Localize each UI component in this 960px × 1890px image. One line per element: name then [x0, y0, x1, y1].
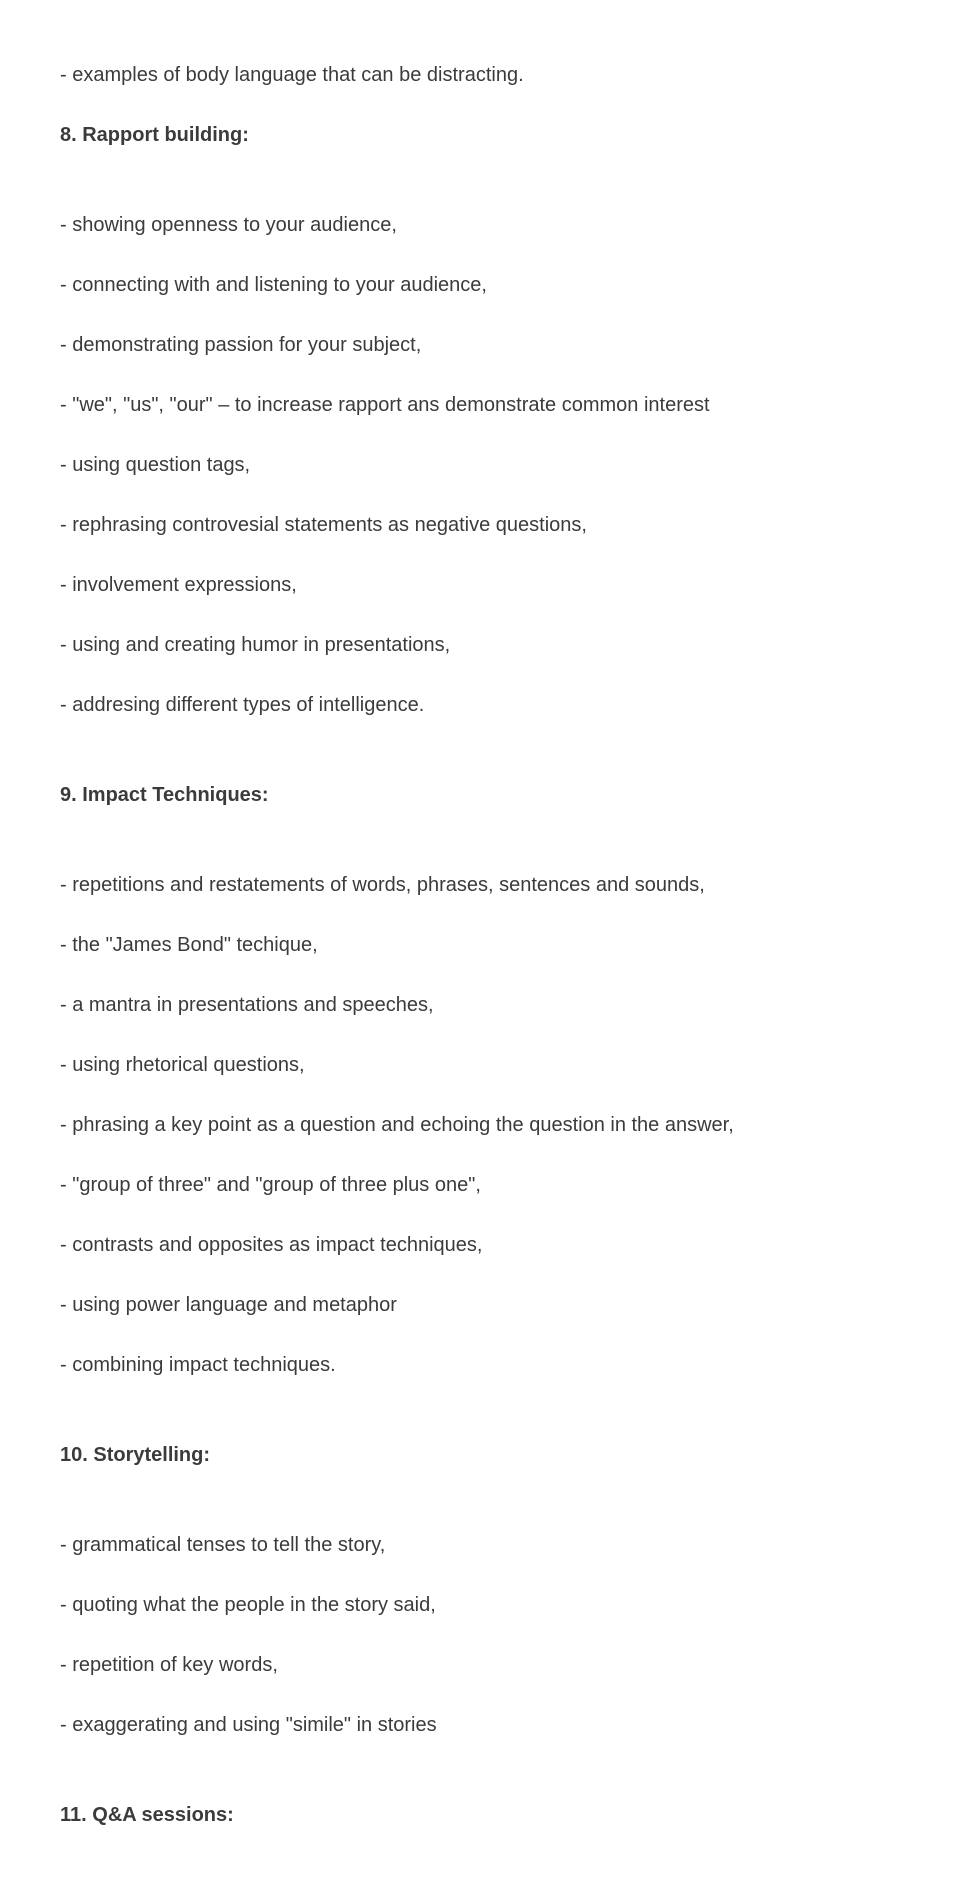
- list-item: - addresing different types of intellige…: [60, 690, 900, 720]
- list-item: - demonstrating passion for your subject…: [60, 330, 900, 360]
- list-item: - using question tags,: [60, 450, 900, 480]
- list-item: - using rhetorical questions,: [60, 1050, 900, 1080]
- list-item: - repetitions and restatements of words,…: [60, 870, 900, 900]
- list-item: - contrasts and opposites as impact tech…: [60, 1230, 900, 1260]
- list-item: - rephrasing controvesial statements as …: [60, 510, 900, 540]
- list-item: - "we", "us", "our" – to increase rappor…: [60, 390, 900, 420]
- list-item: - quoting what the people in the story s…: [60, 1590, 900, 1620]
- list-item: - exaggerating and using "simile" in sto…: [60, 1710, 900, 1740]
- list-item: - combining impact techniques.: [60, 1350, 900, 1380]
- list-item: - "group of three" and "group of three p…: [60, 1170, 900, 1200]
- list-item: - involvement expressions,: [60, 570, 900, 600]
- list-item: - connecting with and listening to your …: [60, 270, 900, 300]
- list-item: - repetition of key words,: [60, 1650, 900, 1680]
- list-item: - using and creating humor in presentati…: [60, 630, 900, 660]
- list-item: - using power language and metaphor: [60, 1290, 900, 1320]
- list-item: - showing openness to your audience,: [60, 210, 900, 240]
- list-item: - a mantra in presentations and speeches…: [60, 990, 900, 1020]
- section-heading-rapport: 8. Rapport building:: [60, 120, 900, 150]
- section-heading-impact: 9. Impact Techniques:: [60, 780, 900, 810]
- list-item: - examples of body language that can be …: [60, 60, 900, 90]
- section-heading-qa: 11. Q&A sessions:: [60, 1800, 900, 1830]
- list-item: - phrasing a key point as a question and…: [60, 1110, 900, 1140]
- list-item: - the "James Bond" techique,: [60, 930, 900, 960]
- section-heading-storytelling: 10. Storytelling:: [60, 1440, 900, 1470]
- list-item: - grammatical tenses to tell the story,: [60, 1530, 900, 1560]
